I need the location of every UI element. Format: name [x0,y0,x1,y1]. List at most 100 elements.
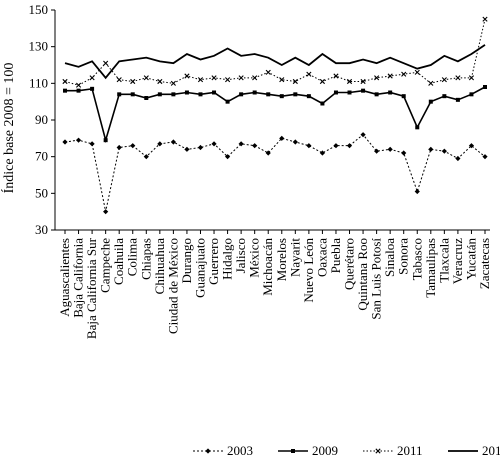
data-point-cross [482,16,488,22]
data-point-square [239,92,244,97]
data-point-square [333,90,338,95]
data-point-cross [387,73,393,79]
y-tick-label: 130 [29,39,49,54]
data-point-diamond [455,155,461,162]
data-point-square [225,99,230,104]
data-point-diamond [279,135,285,141]
category-label: Aguascalientes [57,238,72,317]
category-label: Yucatán [463,238,478,280]
legend-item-2003: 2003 [193,443,253,458]
category-label: Sonora [396,238,411,275]
category-label: Jalisco [233,238,248,273]
data-point-cross [279,77,285,83]
data-point-diamond [292,139,298,145]
category-label: Hidalgo [220,238,235,280]
category-label: San Luis Potosí [369,238,384,320]
data-point-square [374,92,379,97]
data-point-square [117,92,122,97]
data-point-square [306,94,311,99]
data-point-cross [184,73,190,79]
data-point-cross [62,78,68,85]
data-point-square [483,85,487,89]
data-point-square [90,86,95,91]
legend-label: 2003 [227,443,253,458]
legend-label: 2011 [397,443,423,458]
category-label: Michoacán [260,238,275,296]
category-label: Colima [125,238,140,277]
category-label: Tlaxcala [436,238,451,283]
category-label: Puebla [328,238,343,274]
data-point-cross [374,75,380,81]
legend-item-2014: 2014 [448,443,500,458]
series-line-2009 [65,86,486,144]
data-point-cross [455,75,461,81]
data-point-diamond [143,154,149,160]
category-label: Oaxaca [314,238,329,277]
category-label: Coahuila [111,238,126,285]
data-point-square [469,92,474,97]
data-point-diamond [224,154,231,160]
category-label: Tabasco [409,238,424,280]
data-point-cross [360,78,366,85]
category-label: Baja California Sur [84,237,99,339]
data-point-square [198,92,203,97]
data-point-square [171,92,176,97]
data-point-square [212,90,217,95]
legend-label: 2014 [482,443,500,458]
category-label: Campeche [98,238,113,293]
data-point-cross [346,78,353,85]
series-2014 [64,44,486,80]
data-point-cross [414,69,420,75]
plot-series [62,16,488,215]
data-point-square [347,90,352,95]
data-point-cross [306,71,312,77]
category-label: Morelos [274,238,289,281]
category-label: Tamaulipas [423,238,438,298]
data-point-diamond [265,150,271,156]
data-point-square [144,96,149,100]
y-tick-label: 30 [35,222,48,237]
category-label: Nuevo León [301,238,316,303]
data-point-square [266,92,271,97]
data-point-diamond [387,146,393,152]
data-point-cross [157,78,163,85]
data-point-square [103,138,108,143]
category-label: Zacatecas [477,238,492,289]
data-point-square [442,94,447,99]
category-label: Baja California [71,238,86,318]
data-point-diamond [130,143,136,149]
data-point-cross [468,75,475,81]
data-point-cross [143,75,149,81]
data-point-diamond [157,141,163,147]
data-point-diamond [360,132,366,138]
data-point-square [401,94,406,99]
data-point-diamond [197,144,204,151]
data-point-cross [265,69,271,75]
data-point-cross [197,77,204,83]
data-point-cross [252,75,258,81]
data-point-diamond [428,146,434,152]
data-point-cross [319,78,326,85]
data-point-diamond [103,209,109,215]
data-point-square [252,90,257,95]
data-point-square [63,88,67,93]
y-tick-label: 110 [29,75,48,90]
data-point-diamond [184,146,190,152]
data-point-square [130,92,135,97]
data-point-square [361,88,366,93]
data-point-diamond [441,148,447,154]
category-label: Quintana Roo [355,238,370,311]
data-point-cross [116,77,122,83]
legend-item-2011: 2011 [363,443,423,458]
data-point-cross [89,75,95,81]
data-point-square [279,94,284,99]
y-axis: 30 50 70 90 110 130 150 [29,2,56,237]
series-line-2011 [64,19,486,86]
data-point-cross [75,82,82,88]
data-point-diamond [205,448,211,454]
y-tick-label: 70 [35,149,48,164]
y-axis-label: Índice base 2008 = 100 [0,63,17,194]
data-point-diamond [116,144,122,151]
series-2003 [62,132,488,215]
